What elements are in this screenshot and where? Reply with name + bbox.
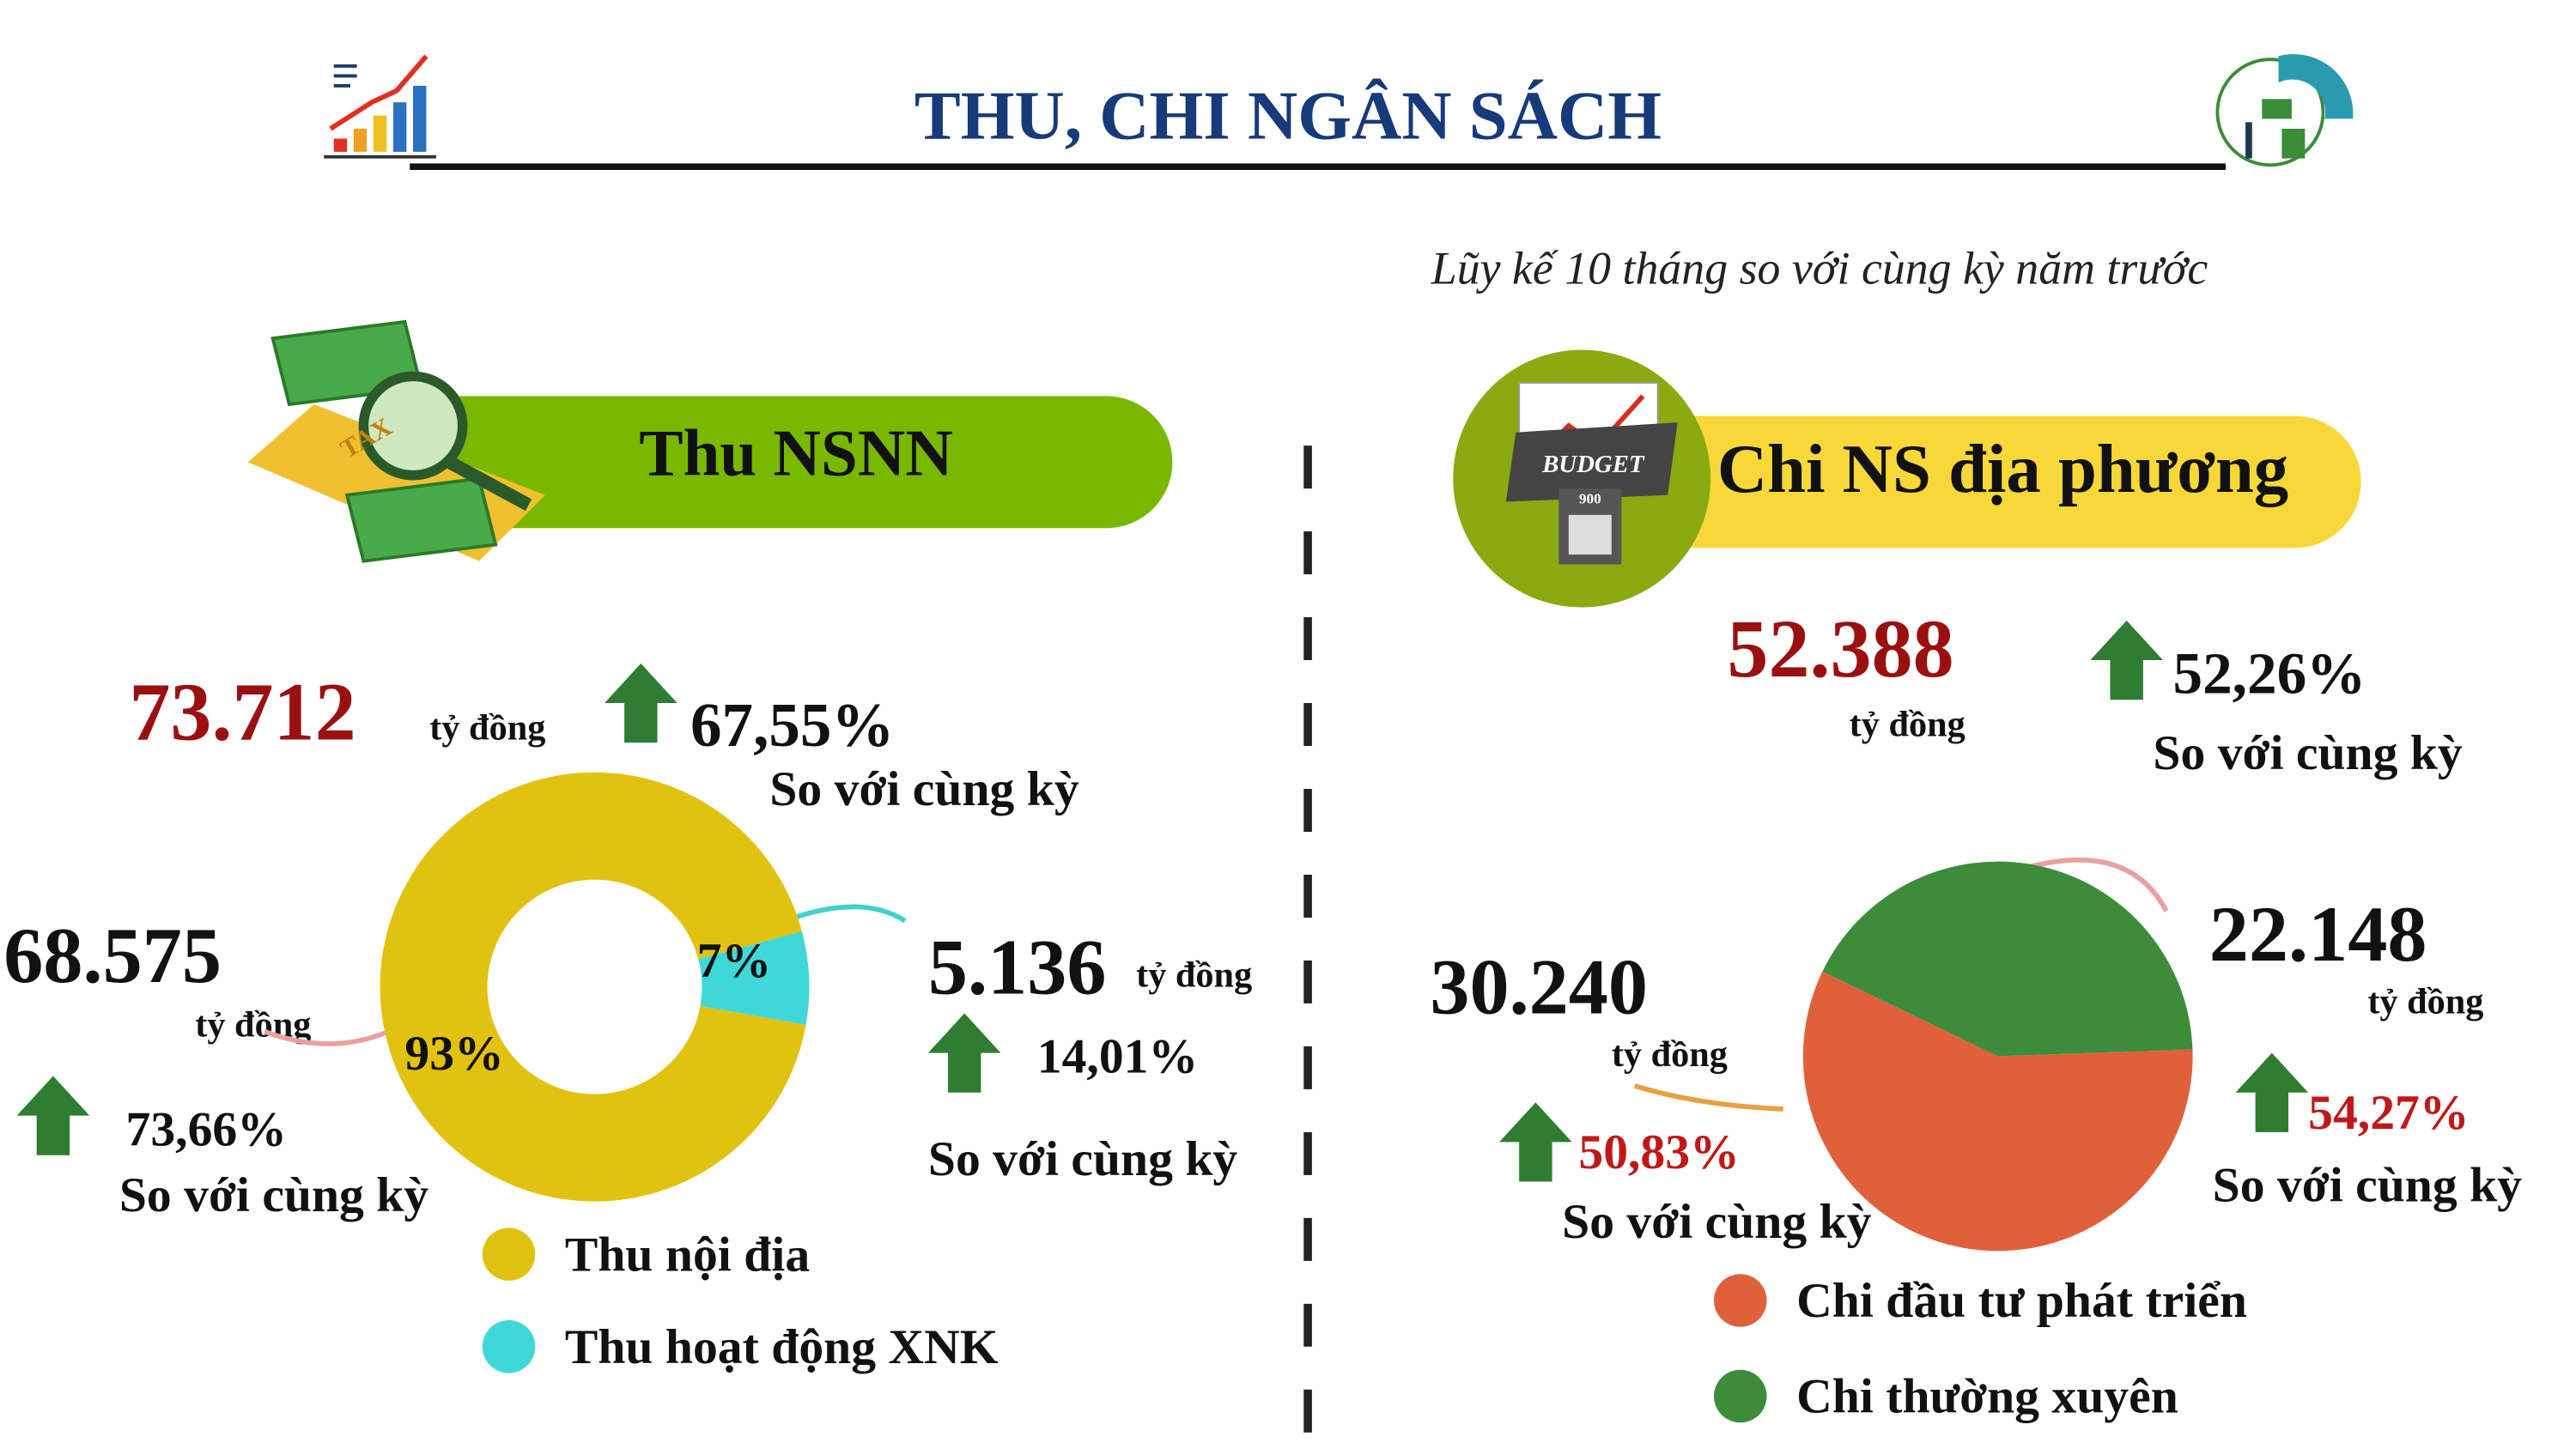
up-arrow <box>1499 1102 1572 1182</box>
slice <box>380 772 806 1202</box>
domestic-growth: 73,66% <box>126 1102 287 1156</box>
connector <box>2030 857 2169 912</box>
value-label: 93% <box>404 1027 503 1081</box>
slice <box>698 931 810 1025</box>
value-label: 7% <box>697 934 771 988</box>
legend-label: Thu hoạt động XNK <box>565 1320 999 1374</box>
header-icon-right <box>2215 54 2354 167</box>
calc-label: 900 <box>1579 490 1601 506</box>
chi-total: 52.388 <box>1727 603 1953 694</box>
legend-label: Chi đầu tư phát triển <box>1796 1274 2247 1328</box>
thu-compare: So với cùng kỳ <box>769 762 1079 816</box>
chi-unit: tỷ đồng <box>1850 704 1965 744</box>
invest-growth: 50,83% <box>1578 1125 1739 1179</box>
invest-unit: tỷ đồng <box>1612 1034 1728 1075</box>
legend-label: Thu nội địa <box>565 1228 810 1282</box>
regular-unit: tỷ đồng <box>2367 981 2483 1022</box>
thu-total: 73.712 <box>129 665 355 757</box>
legend-swatch <box>1714 1369 1767 1423</box>
up-arrow <box>16 1076 90 1155</box>
invest-compare: So với cùng kỳ <box>1562 1195 1872 1249</box>
charts: 93% 7% Thu nội địa Thu hoạt động XNK 30.240 2… <box>380 772 2427 1424</box>
chi-heading: Chi NS địa phương <box>1717 431 2288 507</box>
chi-compare: So với cùng kỳ <box>2153 726 2463 780</box>
domestic-amount: 68.575 <box>3 912 222 999</box>
legend-label: Chi thường xuyên <box>1796 1370 2178 1424</box>
legend-swatch <box>482 1320 536 1373</box>
xnk-growth: 14,01% <box>1037 1030 1198 1084</box>
subtitle: Lũy kế 10 tháng so với cùng kỳ năm trước <box>1431 243 2208 294</box>
up-arrow <box>2235 1052 2309 1132</box>
xnk-compare: So với cùng kỳ <box>928 1132 1238 1186</box>
tax-icon: TAX <box>247 319 545 563</box>
legend-swatch <box>482 1228 536 1281</box>
value-label: 30.240 <box>1430 943 1648 1030</box>
slice <box>1802 971 2193 1252</box>
value-label: 22.148 <box>2209 890 2427 978</box>
thu-heading: Thu NSNN <box>639 416 952 490</box>
chi-banner <box>1585 415 2361 549</box>
xnk-amount: 5.136 <box>928 923 1107 1010</box>
thu-unit: tỷ đồng <box>429 707 545 748</box>
thu-banner <box>388 396 1173 529</box>
regular-growth: 54,27% <box>2308 1086 2469 1140</box>
connector <box>264 1028 390 1046</box>
connector <box>1633 1083 1783 1112</box>
chi-growth: 52,26% <box>2172 640 2366 706</box>
title: THU, CHI NGÂN SÁCH <box>914 77 1662 154</box>
legend-swatch <box>1714 1274 1767 1327</box>
up-arrow <box>927 1013 1001 1093</box>
slice <box>1822 861 2193 1057</box>
budget-label: BUDGET <box>1541 451 1645 478</box>
budget-icon: BUDGET 900 <box>1453 349 1711 608</box>
thu-growth: 67,55% <box>690 690 894 760</box>
domestic-compare: So với cùng kỳ <box>119 1168 429 1222</box>
up-arrow <box>2090 620 2163 700</box>
xnk-unit: tỷ đồng <box>1136 955 1252 996</box>
regular-compare: So với cùng kỳ <box>2213 1159 2523 1213</box>
header-icon <box>324 54 436 159</box>
up-arrow <box>605 663 677 743</box>
